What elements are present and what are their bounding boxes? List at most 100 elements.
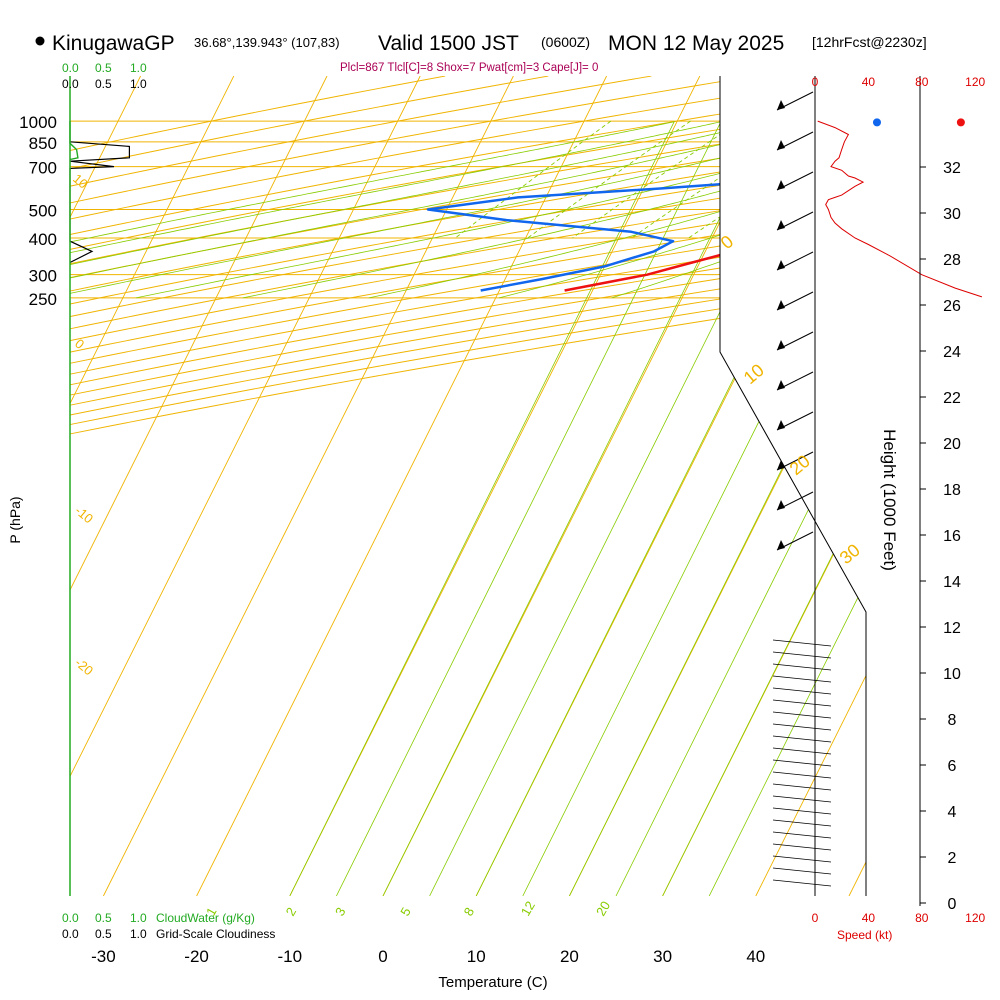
wind-barb-icon — [772, 855, 832, 863]
speed-tick-label: 120 — [965, 75, 985, 89]
mixing-ratio-label: 20 — [593, 898, 613, 918]
cloudiness-tick-label: 1.0 — [130, 927, 147, 941]
dry-adiabat-line — [70, 76, 446, 896]
pressure-tick-label: 700 — [29, 159, 57, 178]
wind-barb-icon — [772, 783, 832, 791]
wind-barb-flag-icon — [777, 300, 785, 310]
mixing-ratio-line — [527, 120, 691, 239]
height-tick-label: 2 — [948, 850, 957, 867]
height-tick-label: 6 — [948, 758, 957, 775]
wind-barb-icon — [772, 687, 832, 695]
wind-barb-icon — [772, 663, 832, 671]
temperature-tick-label: 30 — [653, 947, 672, 966]
cloudiness-tick-label: 0.5 — [95, 77, 112, 91]
dry-adiabat-line — [70, 76, 866, 896]
pressure-tick-label: 1000 — [19, 113, 57, 132]
speed-tick-label: 40 — [862, 911, 876, 925]
wind-barb-flag-icon — [777, 220, 785, 230]
height-axis-label: Height (1000 Feet) — [880, 429, 899, 571]
mixing-ratio-line — [455, 120, 612, 239]
cloudiness-line — [69, 141, 130, 264]
dry-adiabat-label: 0 — [72, 336, 87, 352]
pressure-tick-label: 400 — [29, 230, 57, 249]
wind-barb-flag-icon — [777, 380, 785, 390]
temperature-tick-label: 10 — [467, 947, 486, 966]
mixing-ratio-label: 12 — [518, 898, 538, 918]
dry-adiabat-line — [70, 76, 866, 896]
wind-barb-icon — [772, 819, 832, 827]
wind-barb-flag-icon — [777, 540, 785, 550]
speed-tick-label: 80 — [915, 911, 929, 925]
wetbulb-label: 20 — [786, 451, 814, 479]
height-tick-label: 20 — [943, 436, 961, 453]
pressure-tick-label: 250 — [29, 290, 57, 309]
wind-barb-flag-icon — [777, 260, 785, 270]
dry-adiabat-line — [70, 76, 755, 896]
pressure-tick-label: 500 — [29, 202, 57, 221]
isotherm-line — [70, 76, 421, 896]
wind-barb-icon — [772, 867, 832, 875]
mixing-ratio-label: 2 — [283, 905, 300, 919]
forecast-info: [12hrFcst@2230z] — [812, 34, 927, 50]
isotherm-line — [755, 76, 866, 896]
wind-barb-icon — [772, 747, 832, 755]
wind-barb-icon — [772, 735, 832, 743]
mixing-ratio-label: 5 — [397, 905, 414, 919]
pressure-tick-label: 850 — [29, 134, 57, 153]
dry-adiabat-line — [70, 76, 866, 896]
wind-barb-flag-icon — [777, 500, 785, 510]
isotherm-line — [70, 76, 235, 896]
temperature-tick-label: 0 — [378, 947, 387, 966]
temperature-line — [564, 121, 866, 292]
isotherm-line — [0, 76, 47, 896]
cloudiness-tick-label: 0.0 — [62, 927, 79, 941]
cloudwater-tick-label: 1.0 — [130, 911, 147, 925]
wetbulb-label: 30 — [836, 540, 864, 568]
wind-speed-line — [817, 120, 983, 298]
wetbulb-label: 10 — [740, 360, 768, 388]
height-tick-label: 30 — [943, 206, 961, 223]
height-tick-label: 26 — [943, 298, 961, 315]
wind-barb-flag-icon — [777, 420, 785, 430]
height-tick-label: 22 — [943, 390, 961, 407]
wind-barb-icon — [772, 771, 832, 779]
isotherm-line — [70, 76, 328, 896]
mixing-ratio-label: 8 — [461, 905, 478, 919]
cloud-water-line — [69, 121, 79, 161]
cloudwater-tick-label: 0.0 — [62, 911, 79, 925]
height-tick-label: 24 — [943, 344, 961, 361]
height-tick-label: 0 — [948, 896, 957, 913]
plot-boundary — [719, 76, 867, 896]
speed-tick-label: 80 — [915, 75, 929, 89]
wind-barb-icon — [772, 795, 832, 803]
wind-barb-icon — [772, 879, 832, 887]
temperature-tick-label: -30 — [91, 947, 116, 966]
moist-adiabat-line — [70, 121, 675, 896]
mixing-ratio-line — [807, 120, 866, 239]
cloudwater-label: CloudWater (g/Kg) — [156, 911, 255, 925]
dry-adiabat-label: 10 — [70, 171, 91, 192]
speed-tick-label: 0 — [812, 911, 819, 925]
wind-barb-icon — [772, 699, 832, 707]
wind-barb-icon — [772, 651, 832, 659]
wind-barb-icon — [772, 759, 832, 767]
valid-date: MON 12 May 2025 — [608, 32, 784, 55]
cloudiness-tick-label: 0.0 — [62, 77, 79, 91]
x-axis-label: Temperature (C) — [438, 974, 547, 991]
moist-adiabat-line — [70, 121, 769, 896]
cloudwater-tick-label: 0.5 — [95, 61, 112, 75]
dry-adiabat-line — [70, 76, 866, 896]
temperature-tick-label: 40 — [746, 947, 765, 966]
isotherm-line — [848, 76, 866, 896]
height-tick-label: 4 — [948, 804, 957, 821]
wind-barb-flag-icon — [777, 140, 785, 150]
dewpoint-surface-point — [872, 118, 881, 127]
wind-barb-icon — [772, 711, 832, 719]
pressure-tick-label: 300 — [29, 267, 57, 286]
valid-time: Valid 1500 JST — [378, 32, 519, 55]
temperature-tick-label: -20 — [184, 947, 209, 966]
valid-utc: (0600Z) — [541, 34, 590, 50]
wind-barb-icon — [772, 831, 832, 839]
